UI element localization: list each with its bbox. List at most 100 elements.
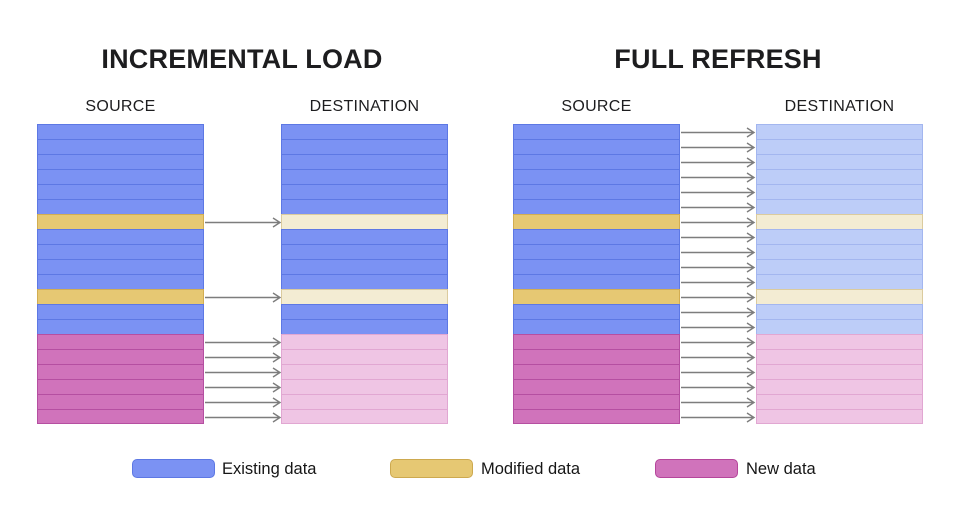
existing-data-row [281,199,448,214]
existing-data-row [756,154,923,169]
modified-data-row [513,214,680,229]
existing-data-row [756,184,923,199]
new-data-row [37,364,204,379]
new-data-row [37,334,204,349]
new-data-label: New data [746,460,816,478]
new-data-row [513,334,680,349]
existing-data-row [756,199,923,214]
new-data-row [756,379,923,394]
existing-data-row [37,319,204,334]
new-data-row [513,394,680,409]
new-data-row [756,409,923,424]
existing-data-row [513,304,680,319]
destination-label: DESTINATION [309,98,420,115]
existing-data-row [37,184,204,199]
new-data-row [281,394,448,409]
new-data-row [37,409,204,424]
modified-data-row [281,214,448,229]
existing-data-row [281,319,448,334]
new-data-row [513,349,680,364]
existing-data-row [37,199,204,214]
existing-data-row [281,154,448,169]
source-table [513,124,680,424]
existing-data-row [756,274,923,289]
existing-data-row [513,274,680,289]
existing-data-row [281,139,448,154]
new-data-row [756,349,923,364]
new-data-row [281,334,448,349]
source-label: SOURCE [561,98,632,115]
new-data-row [281,349,448,364]
existing-data-row [281,244,448,259]
existing-data-row [281,184,448,199]
existing-data-row [281,274,448,289]
new-data-row [756,364,923,379]
destination-table [281,124,448,424]
existing-data-row [756,169,923,184]
new-data-row [37,379,204,394]
source-label: SOURCE [85,98,156,115]
existing-data-row [513,154,680,169]
source-table [37,124,204,424]
incremental-load-title: INCREMENTAL LOAD [101,44,383,74]
existing-data-row [513,259,680,274]
new-data-row [281,364,448,379]
existing-data-row [37,169,204,184]
existing-data-row [37,229,204,244]
modified-data-row [281,289,448,304]
existing-data-row [513,244,680,259]
existing-data-row [37,274,204,289]
existing-data-label: Existing data [222,460,317,478]
existing-data-row [281,124,448,139]
new-data-row [37,394,204,409]
new-data-row [513,409,680,424]
existing-data-row [756,304,923,319]
destination-table [756,124,923,424]
modified-data-row [513,289,680,304]
modified-data-row [37,289,204,304]
existing-data-row [281,304,448,319]
existing-data-swatch [132,459,215,478]
existing-data-row [37,244,204,259]
new-data-row [513,364,680,379]
new-data-row [756,394,923,409]
new-data-swatch [655,459,738,478]
existing-data-row [756,244,923,259]
row-arrows [681,127,756,423]
existing-data-row [37,304,204,319]
modified-data-swatch [390,459,473,478]
existing-data-row [756,229,923,244]
modified-data-row [37,214,204,229]
existing-data-row [513,169,680,184]
new-data-row [756,334,923,349]
new-data-row [37,349,204,364]
existing-data-row [756,259,923,274]
existing-data-row [513,229,680,244]
row-arrows [205,217,282,423]
new-data-row [281,379,448,394]
modified-data-row [756,214,923,229]
full-refresh-title: FULL REFRESH [614,44,822,74]
existing-data-row [513,319,680,334]
modified-data-row [756,289,923,304]
existing-data-row [756,124,923,139]
existing-data-row [756,139,923,154]
existing-data-row [281,229,448,244]
new-data-row [513,379,680,394]
legend: Existing data Modified data New data [0,455,960,485]
existing-data-row [756,319,923,334]
existing-data-row [513,184,680,199]
existing-data-row [37,139,204,154]
existing-data-row [513,124,680,139]
new-data-row [281,409,448,424]
existing-data-row [37,154,204,169]
existing-data-row [513,199,680,214]
modified-data-label: Modified data [481,460,581,478]
destination-label: DESTINATION [784,98,895,115]
existing-data-row [281,259,448,274]
existing-data-row [37,124,204,139]
existing-data-row [513,139,680,154]
existing-data-row [37,259,204,274]
existing-data-row [281,169,448,184]
